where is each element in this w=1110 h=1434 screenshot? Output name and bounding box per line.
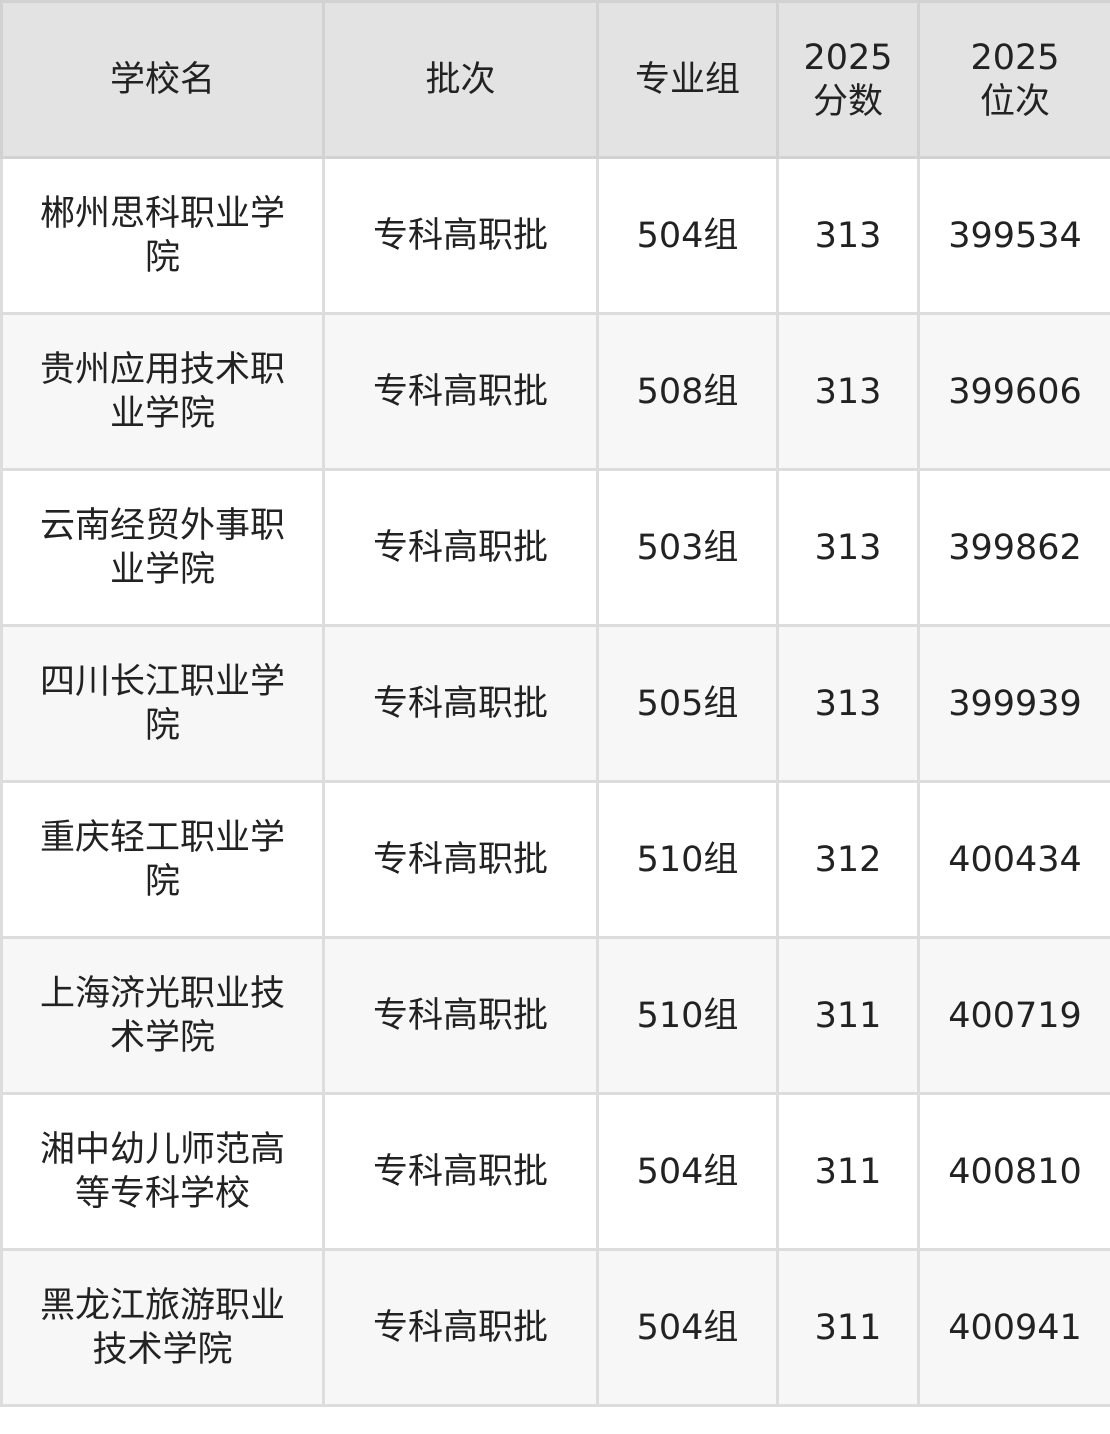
- cell-school-name: 贵州应用技术职业学院: [0, 312, 325, 471]
- cell-batch: 专科高职批: [322, 624, 599, 783]
- cell-major-group: 504组: [596, 156, 779, 315]
- cell-school-name: 湘中幼儿师范高等专科学校: [0, 1092, 325, 1251]
- table-row: 湘中幼儿师范高等专科学校 专科高职批 504组 311 400810: [0, 1092, 1110, 1251]
- table-row: 贵州应用技术职业学院 专科高职批 508组 313 399606: [0, 312, 1110, 471]
- cell-batch: 专科高职批: [322, 1092, 599, 1251]
- cell-major-group: 510组: [596, 936, 779, 1095]
- cell-school-name: 四川长江职业学院: [0, 624, 325, 783]
- cell-rank-2025: 399939: [917, 624, 1110, 783]
- cell-rank-2025: 400434: [917, 780, 1110, 939]
- cell-score-2025: 313: [776, 624, 920, 783]
- cell-score-2025: 313: [776, 156, 920, 315]
- cell-major-group: 503组: [596, 468, 779, 627]
- cell-rank-2025: 400719: [917, 936, 1110, 1095]
- header-batch: 批次: [322, 0, 599, 159]
- cell-major-group: 504组: [596, 1092, 779, 1251]
- cell-batch: 专科高职批: [322, 936, 599, 1095]
- table-row: 黑龙江旅游职业技术学院 专科高职批 504组 311 400941: [0, 1248, 1110, 1407]
- cell-score-2025: 311: [776, 1092, 920, 1251]
- cell-major-group: 504组: [596, 1248, 779, 1407]
- cell-school-name: 黑龙江旅游职业技术学院: [0, 1248, 325, 1407]
- header-score-2025: 2025 分数: [776, 0, 920, 159]
- cell-score-2025: 313: [776, 312, 920, 471]
- cell-batch: 专科高职批: [322, 156, 599, 315]
- cell-score-2025: 313: [776, 468, 920, 627]
- cell-batch: 专科高职批: [322, 1248, 599, 1407]
- cell-major-group: 505组: [596, 624, 779, 783]
- table-row: 四川长江职业学院 专科高职批 505组 313 399939: [0, 624, 1110, 783]
- cell-score-2025: 311: [776, 1248, 920, 1407]
- cell-batch: 专科高职批: [322, 468, 599, 627]
- cell-score-2025: 312: [776, 780, 920, 939]
- cell-rank-2025: 399606: [917, 312, 1110, 471]
- cell-major-group: 508组: [596, 312, 779, 471]
- cell-score-2025: 311: [776, 936, 920, 1095]
- cell-school-name: 重庆轻工职业学院: [0, 780, 325, 939]
- table-row: 上海济光职业技术学院 专科高职批 510组 311 400719: [0, 936, 1110, 1095]
- cell-batch: 专科高职批: [322, 312, 599, 471]
- header-row: 学校名 批次 专业组 2025 分数 2025 位次: [0, 0, 1110, 159]
- cell-rank-2025: 400810: [917, 1092, 1110, 1251]
- cell-rank-2025: 399534: [917, 156, 1110, 315]
- table-row: 重庆轻工职业学院 专科高职批 510组 312 400434: [0, 780, 1110, 939]
- cell-school-name: 云南经贸外事职业学院: [0, 468, 325, 627]
- cell-major-group: 510组: [596, 780, 779, 939]
- cell-school-name: 郴州思科职业学院: [0, 156, 325, 315]
- header-major-group: 专业组: [596, 0, 779, 159]
- cell-rank-2025: 399862: [917, 468, 1110, 627]
- cell-rank-2025: 400941: [917, 1248, 1110, 1407]
- cell-batch: 专科高职批: [322, 780, 599, 939]
- header-rank-2025: 2025 位次: [917, 0, 1110, 159]
- cell-school-name: 上海济光职业技术学院: [0, 936, 325, 1095]
- header-school-name: 学校名: [0, 0, 325, 159]
- table-row: 云南经贸外事职业学院 专科高职批 503组 313 399862: [0, 468, 1110, 627]
- table-row: 郴州思科职业学院 专科高职批 504组 313 399534: [0, 156, 1110, 315]
